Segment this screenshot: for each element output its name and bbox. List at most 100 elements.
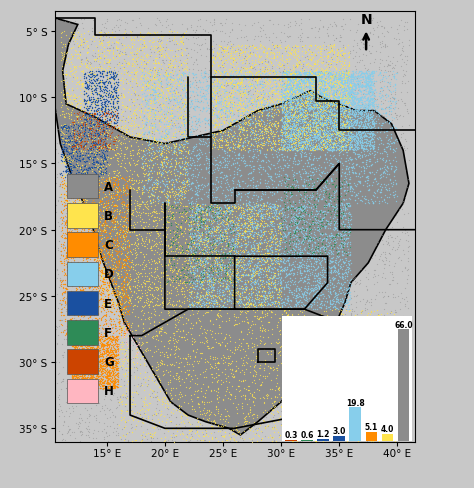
Point [243,190,251,198]
Point [76,158,83,165]
Point [156,47,164,55]
Point [264,239,271,246]
Point [304,249,312,257]
Point [307,126,315,134]
Point [273,64,281,72]
Point [322,237,329,244]
Point [55,370,63,378]
Point [88,117,95,124]
Point [99,313,107,321]
Point [71,335,78,343]
Point [94,372,101,380]
Point [171,157,178,165]
Point [326,304,333,311]
Point [323,298,331,305]
Point [260,359,267,366]
Point [95,224,103,232]
Point [118,392,125,400]
Point [344,201,351,208]
Point [368,81,376,89]
Point [93,244,100,252]
Point [290,174,298,182]
Point [355,123,363,131]
Point [283,222,290,229]
Point [130,76,137,83]
Point [101,118,109,125]
Point [308,68,316,76]
Point [169,248,177,256]
Point [311,90,319,98]
Point [105,112,112,120]
Point [87,246,95,254]
Point [285,203,292,210]
Point [289,103,296,111]
Point [311,246,319,254]
Point [164,300,171,308]
Point [311,296,319,304]
Point [292,55,300,63]
Point [202,431,210,439]
Point [373,325,381,333]
Point [91,130,99,138]
Point [306,80,313,87]
Point [101,358,109,366]
Point [321,140,329,147]
Point [99,142,106,149]
Point [228,134,236,142]
Point [214,123,222,131]
Point [95,333,103,341]
Point [212,102,219,109]
Point [356,331,364,339]
Point [328,108,336,116]
Point [113,359,120,367]
Point [228,203,236,211]
Point [244,189,251,197]
Point [73,205,80,213]
Point [175,239,182,247]
Point [133,294,141,302]
Point [286,155,293,163]
Point [193,427,201,435]
Point [182,375,190,383]
Point [294,404,302,411]
Point [111,385,118,392]
Point [239,48,246,56]
Point [118,92,125,100]
Point [83,43,91,51]
Point [73,195,81,203]
Point [205,160,213,168]
Point [89,69,96,77]
Point [294,352,301,360]
Point [260,190,267,198]
Point [90,107,98,115]
Point [341,310,348,318]
Point [233,60,240,68]
Point [211,418,219,426]
Point [361,86,368,94]
Point [115,302,122,309]
Point [82,84,90,92]
Point [145,264,153,272]
Point [276,81,284,89]
Point [227,80,235,87]
Point [80,215,87,223]
Point [267,173,274,181]
Point [163,192,171,200]
Point [128,401,136,408]
Point [231,240,238,248]
Point [148,130,156,138]
Point [307,132,314,140]
Point [169,163,176,171]
Point [374,323,381,331]
Point [150,65,157,73]
Point [260,44,268,52]
Point [253,93,260,101]
Point [344,286,352,294]
Point [101,103,109,111]
Point [306,190,313,198]
Point [244,225,251,233]
Point [158,162,165,170]
Point [147,199,155,206]
Point [95,83,103,91]
Point [365,142,373,150]
